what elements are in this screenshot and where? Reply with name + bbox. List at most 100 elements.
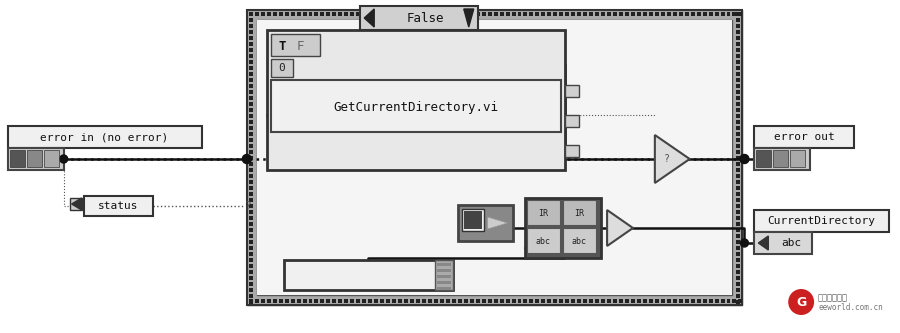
Bar <box>422 299 426 303</box>
Bar <box>511 299 516 303</box>
Bar <box>736 246 741 250</box>
Bar <box>266 299 271 303</box>
Bar <box>248 102 253 106</box>
Bar <box>332 299 337 303</box>
Bar <box>462 209 483 231</box>
Bar <box>248 300 253 304</box>
Bar <box>739 12 742 16</box>
Bar <box>736 54 741 58</box>
Bar <box>327 299 330 303</box>
Bar <box>625 12 629 16</box>
Circle shape <box>740 155 749 164</box>
Bar <box>736 114 741 118</box>
Bar <box>631 12 635 16</box>
Bar <box>739 299 742 303</box>
Bar <box>590 12 593 16</box>
Bar <box>436 275 451 278</box>
Bar <box>247 10 742 305</box>
Bar <box>736 294 741 298</box>
Bar <box>529 12 534 16</box>
Bar <box>248 156 253 160</box>
Text: error out: error out <box>774 132 834 142</box>
Bar <box>726 299 731 303</box>
Bar <box>374 12 378 16</box>
Text: ?: ? <box>664 154 670 164</box>
Bar <box>736 282 741 286</box>
Bar <box>524 12 527 16</box>
Bar <box>380 299 384 303</box>
Bar <box>563 200 596 225</box>
Bar <box>69 198 82 210</box>
Bar <box>726 12 731 16</box>
Bar <box>773 150 788 167</box>
Bar <box>261 12 265 16</box>
Bar <box>526 198 601 258</box>
Bar <box>248 246 253 250</box>
Bar <box>608 299 611 303</box>
Bar <box>248 30 253 34</box>
Text: abc: abc <box>781 238 801 248</box>
Bar <box>248 204 253 208</box>
Bar <box>248 258 253 262</box>
Bar <box>536 12 539 16</box>
Bar <box>464 211 482 229</box>
Bar <box>601 12 605 16</box>
Bar <box>248 96 253 100</box>
Bar <box>320 12 324 16</box>
Bar <box>736 96 741 100</box>
Bar <box>410 299 414 303</box>
Bar <box>392 12 396 16</box>
Bar <box>404 299 408 303</box>
Bar <box>470 299 473 303</box>
Bar <box>248 276 253 280</box>
Bar <box>661 299 665 303</box>
Bar <box>248 299 253 303</box>
Bar <box>271 59 292 77</box>
Bar <box>572 299 575 303</box>
Bar <box>434 299 438 303</box>
Bar <box>332 12 337 16</box>
Bar <box>363 12 366 16</box>
Bar <box>736 228 741 232</box>
Bar <box>736 144 741 148</box>
Bar <box>500 12 504 16</box>
Bar <box>736 258 741 262</box>
Bar <box>565 115 580 127</box>
Bar <box>248 222 253 226</box>
Bar <box>248 228 253 232</box>
Bar <box>248 186 253 190</box>
Bar <box>554 299 557 303</box>
Bar <box>452 12 455 16</box>
Bar <box>554 12 557 16</box>
Bar <box>690 299 695 303</box>
Bar <box>302 299 307 303</box>
Bar <box>736 198 741 202</box>
Bar <box>309 299 312 303</box>
Bar <box>248 90 253 94</box>
Bar <box>527 228 561 253</box>
Bar <box>350 12 355 16</box>
Text: False: False <box>406 12 444 25</box>
Text: ?: ? <box>245 201 252 211</box>
Bar <box>736 36 741 40</box>
Bar <box>736 234 741 238</box>
Bar <box>518 12 521 16</box>
Bar <box>649 299 652 303</box>
Bar <box>488 12 491 16</box>
Bar <box>655 12 659 16</box>
Bar <box>392 299 396 303</box>
Circle shape <box>59 155 68 163</box>
Polygon shape <box>608 210 633 246</box>
Bar <box>583 299 587 303</box>
Bar <box>547 12 552 16</box>
Bar <box>458 205 512 241</box>
Text: 0: 0 <box>278 63 285 73</box>
Bar <box>736 138 741 142</box>
Bar <box>436 263 451 266</box>
Bar <box>736 150 741 154</box>
Bar <box>637 299 641 303</box>
Bar <box>446 12 450 16</box>
Bar <box>736 270 741 274</box>
Bar <box>736 156 741 160</box>
Bar <box>248 210 253 214</box>
